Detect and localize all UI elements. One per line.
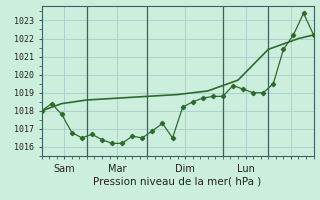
X-axis label: Pression niveau de la mer( hPa ): Pression niveau de la mer( hPa ) (93, 176, 262, 186)
